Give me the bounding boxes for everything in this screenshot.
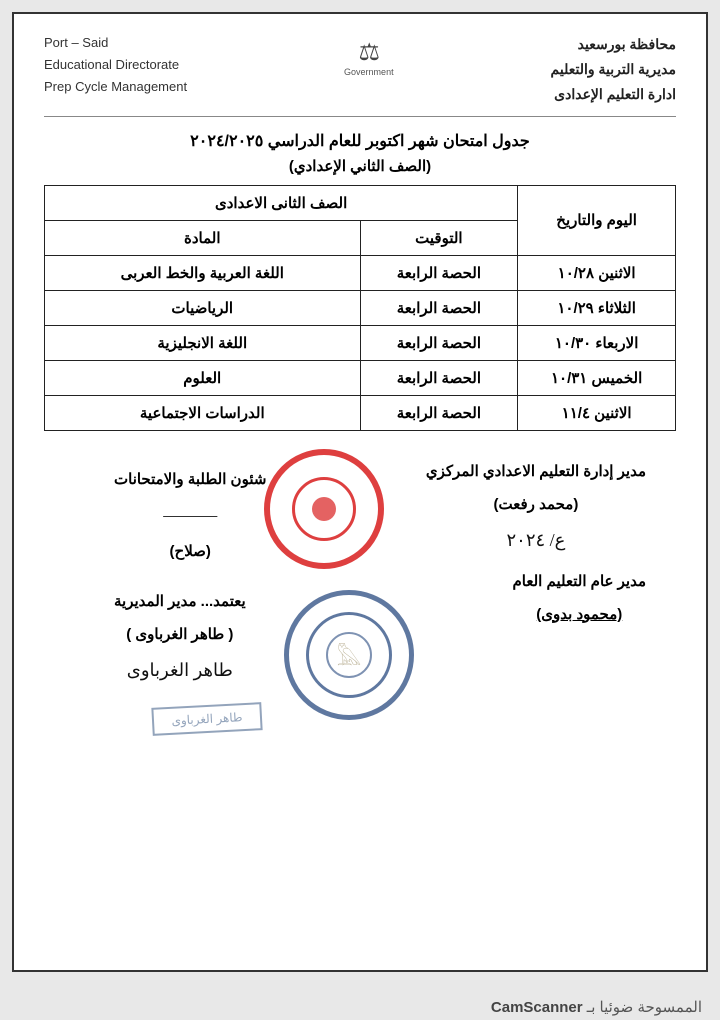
signature-block-3: مدير عام التعليم العام (محمود بدوى) [513,565,646,631]
sig2-name: (صلاح) [114,535,266,568]
header-right-line3: ادارة التعليم الإعدادى [551,82,676,107]
cell-time: الحصة الرابعة [360,360,518,395]
cell-time: الحصة الرابعة [360,255,518,290]
col-date: اليوم والتاريخ [518,185,676,255]
red-stamp-center-icon [312,497,336,521]
cell-date: الثلاثاء ١٠/٢٩ [518,290,676,325]
header-left-line3: Prep Cycle Management [44,76,187,98]
cell-subject: الرياضيات [45,290,361,325]
header-right: محافظة بورسعيد مديرية التربية والتعليم ا… [551,32,676,108]
sig4-title: يعتمد... مدير المديرية [114,585,246,618]
exam-table: اليوم والتاريخ الصف الثانى الاعدادى التو… [44,185,676,431]
header-left-line1: Port – Said [44,32,187,54]
logo-icon: ⚖ [344,38,394,67]
cell-subject: الدراسات الاجتماعية [45,395,361,430]
cell-date: الاثنين ١١/٤ [518,395,676,430]
sig3-name: (محمود بدوى) [513,598,646,631]
cell-date: الخميس ١٠/٣١ [518,360,676,395]
sub-title: (الصف الثاني الإعدادي) [44,157,676,175]
grade-header: الصف الثانى الاعدادى [45,185,518,220]
sig2-title: شئون الطلبة والامتحانات [114,463,266,496]
sig2-scribble: ——— [114,496,266,536]
table-row: الاثنين ١٠/٢٨ الحصة الرابعة اللغة العربي… [45,255,676,290]
sig1-scribble: ع/ ٢٠٢٤ [426,521,646,561]
header-left: Port – Said Educational Directorate Prep… [44,32,187,98]
header: Port – Said Educational Directorate Prep… [44,32,676,117]
sig4-scribble: طاهر الغرباوى [114,651,246,691]
signature-block-4: يعتمد... مدير المديرية ( طاهر الغرباوى )… [114,585,246,691]
header-left-line2: Educational Directorate [44,54,187,76]
footer-text: الممسوحة ضوئيا بـ [587,999,702,1016]
cell-subject: اللغة العربية والخط العربى [45,255,361,290]
table-row: الاربعاء ١٠/٣٠ الحصة الرابعة اللغة الانج… [45,325,676,360]
footer: الممسوحة ضوئيا بـ CamScanner [491,998,702,1016]
cell-subject: العلوم [45,360,361,395]
cell-date: الاربعاء ١٠/٣٠ [518,325,676,360]
sig3-title: مدير عام التعليم العام [513,565,646,598]
sig4-name: ( طاهر الغرباوى ) [114,618,246,651]
cell-time: الحصة الرابعة [360,290,518,325]
table-row: الثلاثاء ١٠/٢٩ الحصة الرابعة الرياضيات [45,290,676,325]
blue-stamp-eagle-icon: 𓅓 [326,632,372,678]
header-right-line1: محافظة بورسعيد [551,32,676,57]
signature-block-2: شئون الطلبة والامتحانات ——— (صلاح) [114,463,266,569]
document-page: Port – Said Educational Directorate Prep… [12,12,708,972]
sig1-title: مدير إدارة التعليم الاعدادي المركزي [426,455,646,488]
header-right-line2: مديرية التربية والتعليم [551,57,676,82]
cell-time: الحصة الرابعة [360,395,518,430]
title-area: جدول امتحان شهر اكتوبر للعام الدراسي ٢٠٢… [44,131,676,175]
table-row: الخميس ١٠/٣١ الحصة الرابعة العلوم [45,360,676,395]
camscanner-brand: CamScanner [491,999,583,1016]
header-logo: ⚖ Government [344,32,394,77]
col-time: التوقيت [360,220,518,255]
main-title: جدول امتحان شهر اكتوبر للعام الدراسي ٢٠٢… [44,131,676,151]
table-row: الاثنين ١١/٤ الحصة الرابعة الدراسات الاج… [45,395,676,430]
rect-stamp: طاهر الغرباوى [151,702,262,736]
signatures-area: مدير إدارة التعليم الاعدادي المركزي (محم… [44,455,676,795]
signature-block-1: مدير إدارة التعليم الاعدادي المركزي (محم… [426,455,646,561]
sig1-name: (محمد رفعت) [426,488,646,521]
cell-date: الاثنين ١٠/٢٨ [518,255,676,290]
cell-time: الحصة الرابعة [360,325,518,360]
logo-text: Government [344,67,394,77]
cell-subject: اللغة الانجليزية [45,325,361,360]
col-subject: المادة [45,220,361,255]
